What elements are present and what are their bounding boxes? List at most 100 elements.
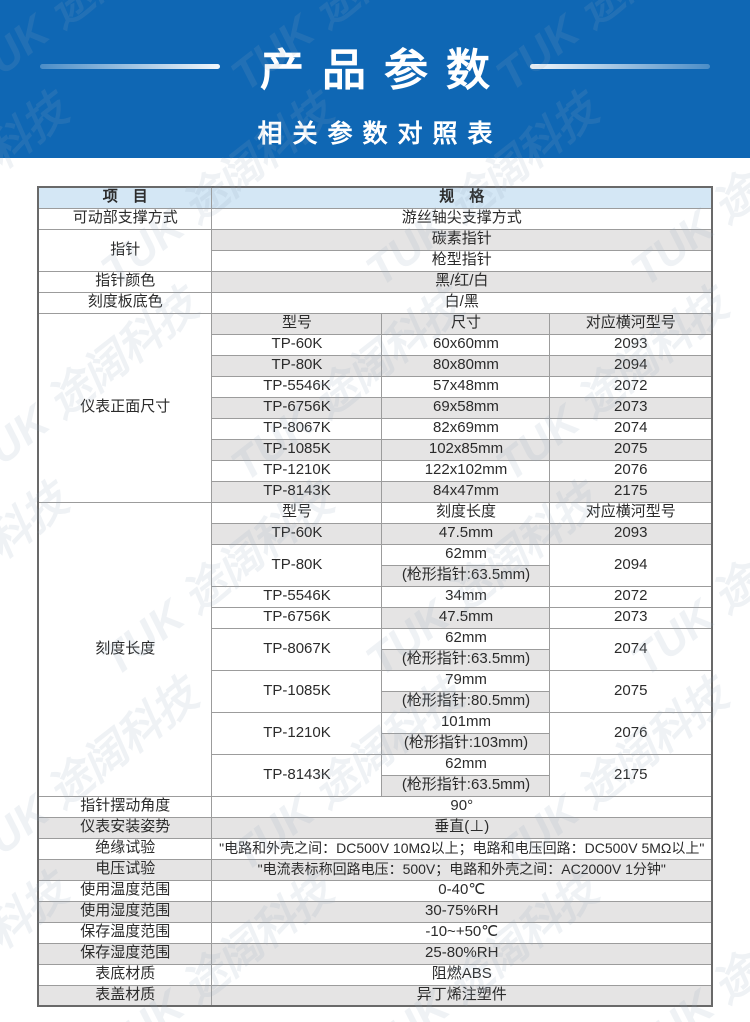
model-cell: TP-1085K bbox=[211, 669, 383, 713]
yokogawa-cell: 2074 bbox=[549, 417, 713, 440]
banner-title-row: 产品参数 bbox=[0, 0, 750, 98]
model-cell: TP-60K bbox=[211, 333, 383, 356]
yokogawa-cell: 2175 bbox=[549, 480, 713, 503]
size-cell: 102x85mm bbox=[381, 438, 551, 461]
row-label: 电压试验 bbox=[37, 858, 213, 881]
col-header-model: 型号 bbox=[211, 312, 383, 335]
row-label: 表底材质 bbox=[37, 963, 213, 986]
yokogawa-cell: 2072 bbox=[549, 375, 713, 398]
row-value: "电流表标称回路电压：500V；电路和外壳之间：AC2000V 1分钟" bbox=[211, 858, 713, 881]
col-header-model: 型号 bbox=[211, 501, 383, 524]
section-label: 仪表正面尺寸 bbox=[37, 312, 213, 503]
table-row: TP-60K 47.5mm 2093 bbox=[38, 522, 713, 545]
spec-row: 仪表安装姿势 垂直(⊥) bbox=[37, 816, 713, 839]
row-value: 白/黑 bbox=[211, 291, 713, 314]
row-label: 使用温度范围 bbox=[37, 879, 213, 902]
section-label: 刻度长度 bbox=[37, 501, 213, 797]
table-row: TP-6756K 47.5mm 2073 bbox=[38, 606, 713, 629]
model-cell: TP-6756K bbox=[211, 606, 383, 629]
row-value: 30-75%RH bbox=[211, 900, 713, 923]
row-value: 90° bbox=[211, 795, 713, 818]
front-size-header-row: 仪表正面尺寸 型号 尺寸 对应横河型号 bbox=[37, 312, 713, 503]
spec-row: 表底材质 阻燃ABS bbox=[37, 963, 713, 986]
row-value: "电路和外壳之间：DC500V 10MΩ以上；电路和电压回路：DC500V 5M… bbox=[211, 837, 713, 860]
row-value: 异丁烯注塑件 bbox=[211, 984, 713, 1007]
yokogawa-cell: 2073 bbox=[549, 606, 713, 629]
size-cell: 57x48mm bbox=[381, 375, 551, 398]
col-header-length: 刻度长度 bbox=[381, 501, 551, 524]
size-cell: 82x69mm bbox=[381, 417, 551, 440]
spec-row: 保存湿度范围 25-80%RH bbox=[37, 942, 713, 965]
yokogawa-cell: 2093 bbox=[549, 333, 713, 356]
row-label: 指针 bbox=[37, 228, 213, 272]
col-header-size: 尺寸 bbox=[381, 312, 551, 335]
table-row: (枪形指针:63.5mm) bbox=[38, 774, 712, 797]
table-row: TP-1085K 79mm 2075 bbox=[38, 669, 713, 713]
row-value: -10~+50℃ bbox=[211, 921, 713, 944]
spec-row: 绝缘试验 "电路和外壳之间：DC500V 10MΩ以上；电路和电压回路：DC50… bbox=[37, 837, 713, 860]
size-cell: 69x58mm bbox=[381, 396, 551, 419]
row-label: 仪表安装姿势 bbox=[37, 816, 213, 839]
table-row: TP-8067K 62mm 2074 bbox=[38, 627, 713, 671]
length-cell: 62mm bbox=[381, 753, 551, 776]
yokogawa-cell: 2075 bbox=[549, 669, 713, 713]
length-cell: 79mm bbox=[381, 669, 551, 692]
page-title: 产品参数 bbox=[260, 46, 508, 95]
length-cell: 47.5mm bbox=[381, 522, 551, 545]
col-header-yokogawa: 对应横河型号 bbox=[549, 501, 713, 524]
spec-row: 可动部支撑方式 游丝轴尖支撑方式 bbox=[37, 207, 713, 230]
length-alt-cell: (枪形指针:63.5mm) bbox=[381, 564, 551, 587]
table-row: (枪形指针:63.5mm) bbox=[38, 648, 712, 671]
row-value: 25-80%RH bbox=[211, 942, 713, 965]
table-row: TP-8143K 84x47mm 2175 bbox=[38, 480, 713, 503]
row-label: 表盖材质 bbox=[37, 984, 213, 1007]
yokogawa-cell: 2073 bbox=[549, 396, 713, 419]
table-row: TP-6756K 69x58mm 2073 bbox=[38, 396, 713, 419]
model-cell: TP-1210K bbox=[211, 459, 383, 482]
spec-row: 指针颜色 黑/红/白 bbox=[37, 270, 713, 293]
row-value: 0-40℃ bbox=[211, 879, 713, 902]
table-row: TP-5546K 57x48mm 2072 bbox=[38, 375, 713, 398]
size-cell: 80x80mm bbox=[381, 354, 551, 377]
model-cell: TP-1210K bbox=[211, 711, 383, 755]
deco-line-right bbox=[530, 63, 710, 69]
header-spec: 规 格 bbox=[211, 186, 713, 209]
model-cell: TP-8143K bbox=[211, 753, 383, 797]
page-subtitle: 相关参数对照表 bbox=[257, 120, 503, 148]
row-label: 保存温度范围 bbox=[37, 921, 213, 944]
header-item: 项 目 bbox=[37, 186, 213, 209]
watermark-text: TUK 途阔科技 bbox=[745, 661, 750, 883]
row-value: 碳素指针 bbox=[211, 228, 713, 251]
model-cell: TP-8067K bbox=[211, 417, 383, 440]
model-cell: TP-1085K bbox=[211, 438, 383, 461]
spec-row: 使用湿度范围 30-75%RH bbox=[37, 900, 713, 923]
watermark-text: TUK 途阔科技 bbox=[745, 271, 750, 493]
model-cell: TP-8143K bbox=[211, 480, 383, 503]
yokogawa-cell: 2175 bbox=[549, 753, 713, 797]
length-cell: 62mm bbox=[381, 543, 551, 566]
table-row: TP-80K 80x80mm 2094 bbox=[38, 354, 713, 377]
model-cell: TP-6756K bbox=[211, 396, 383, 419]
spec-row: 指针摆动角度 90° bbox=[37, 795, 713, 818]
row-label: 保存湿度范围 bbox=[37, 942, 213, 965]
length-alt-cell: (枪形指针:63.5mm) bbox=[381, 774, 551, 797]
yokogawa-cell: 2075 bbox=[549, 438, 713, 461]
model-cell: TP-5546K bbox=[211, 585, 383, 608]
spec-row: 表盖材质 异丁烯注塑件 bbox=[37, 984, 713, 1007]
table-row: TP-80K 62mm 2094 bbox=[38, 543, 713, 587]
spec-row: 指针 碳素指针 bbox=[37, 228, 713, 272]
row-value: 游丝轴尖支撑方式 bbox=[211, 207, 713, 230]
length-cell: 47.5mm bbox=[381, 606, 551, 629]
length-cell: 101mm bbox=[381, 711, 551, 734]
table-row: TP-8067K 82x69mm 2074 bbox=[38, 417, 713, 440]
yokogawa-cell: 2076 bbox=[549, 459, 713, 482]
table-row: TP-8143K 62mm 2175 bbox=[38, 753, 713, 797]
row-value: 垂直(⊥) bbox=[211, 816, 713, 839]
table-row: TP-1085K 102x85mm 2075 bbox=[38, 438, 713, 461]
length-cell: 62mm bbox=[381, 627, 551, 650]
banner: 产品参数 相关参数对照表 bbox=[0, 0, 750, 158]
spec-row: 刻度板底色 白/黑 bbox=[37, 291, 713, 314]
model-cell: TP-80K bbox=[211, 543, 383, 587]
model-cell: TP-60K bbox=[211, 522, 383, 545]
